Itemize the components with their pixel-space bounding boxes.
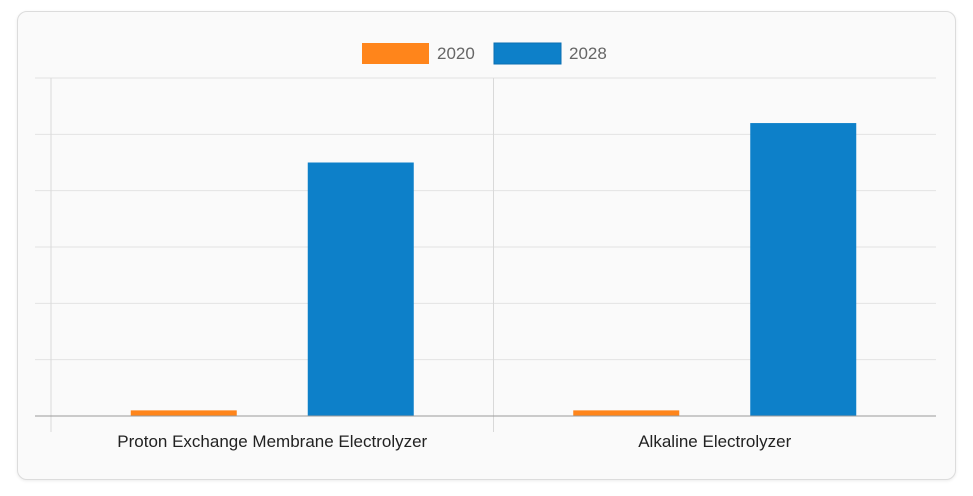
legend-swatch	[493, 42, 562, 65]
legend[interactable]: 2020 2028	[362, 42, 607, 65]
legend-label: 2020	[437, 44, 475, 63]
legend-item-2028[interactable]: 2028	[493, 42, 607, 65]
bar-2028-1[interactable]	[750, 123, 857, 417]
axes	[35, 78, 936, 432]
bar-2020-0[interactable]	[130, 410, 237, 416]
bars	[130, 123, 857, 417]
bar-2020-1[interactable]	[573, 410, 680, 416]
legend-item-2020[interactable]: 2020	[362, 43, 475, 64]
category-label: Alkaline Electrolyzer	[638, 432, 791, 451]
category-label: Proton Exchange Membrane Electrolyzer	[117, 432, 427, 451]
bar-2028-0[interactable]	[307, 162, 414, 417]
legend-label: 2028	[569, 44, 607, 63]
category-labels: Proton Exchange Membrane Electrolyzer Alk…	[117, 432, 791, 451]
legend-swatch	[362, 43, 429, 64]
